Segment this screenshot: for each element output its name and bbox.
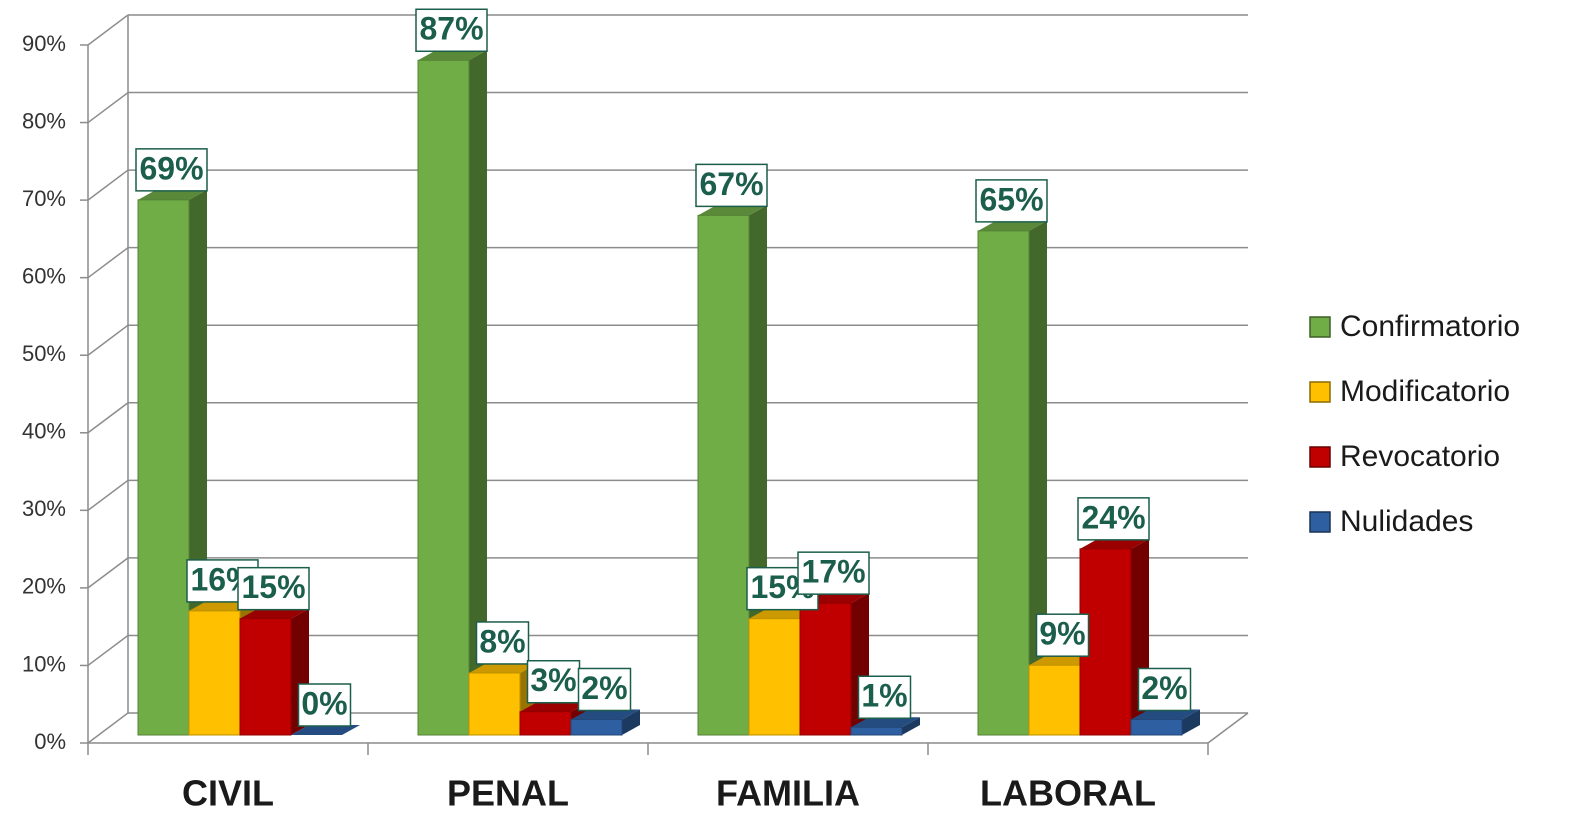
bar <box>1130 709 1200 736</box>
bar-top <box>1131 709 1200 720</box>
bar-top <box>851 717 920 728</box>
value-label-box <box>695 163 768 208</box>
bar-side <box>902 717 920 735</box>
value-label: 67% <box>699 166 763 202</box>
legend-label: Confirmatorio <box>1340 310 1520 343</box>
value-label-box <box>297 683 352 727</box>
bar-top <box>291 725 360 735</box>
value-label-box <box>1137 667 1192 712</box>
bar-front <box>697 214 750 736</box>
bar-front <box>977 230 1030 736</box>
y-tick-label: 90% <box>22 31 66 56</box>
legend-label: Modificatorio <box>1340 375 1510 408</box>
bar-front <box>468 672 521 736</box>
bar <box>570 709 640 736</box>
value-label: 3% <box>530 662 576 698</box>
bar-front <box>137 199 190 736</box>
grid-line <box>87 634 129 667</box>
bar-top <box>138 189 207 200</box>
x-tick-label: CIVIL <box>182 773 274 814</box>
value-label: 24% <box>1081 499 1145 535</box>
grid-line <box>87 402 129 434</box>
value-label: 9% <box>1039 616 1085 652</box>
value-label-box <box>135 148 208 192</box>
y-tick-label: 30% <box>22 496 66 521</box>
bar-top <box>698 205 767 216</box>
legend-swatch <box>1309 316 1331 338</box>
bar <box>291 725 360 735</box>
x-tick-label: PENAL <box>447 773 569 814</box>
grid-line <box>87 479 129 511</box>
bar-top <box>240 608 309 619</box>
y-tick-label: 40% <box>22 419 66 444</box>
bar-top <box>571 709 640 720</box>
bar-side <box>1029 220 1047 735</box>
bar-top <box>1080 538 1149 549</box>
bar-top <box>418 50 487 61</box>
bar-front <box>519 711 572 736</box>
legend-swatch <box>1309 511 1331 533</box>
value-label: 65% <box>979 181 1043 217</box>
value-label-box <box>577 667 632 712</box>
value-label: 0% <box>301 685 347 721</box>
value-label-box <box>1035 613 1090 657</box>
y-tick-label: 50% <box>22 341 66 366</box>
y-tick-label: 10% <box>22 651 66 676</box>
legend-label: Nulidades <box>1340 505 1473 538</box>
value-label-box <box>475 621 530 665</box>
value-label-box <box>415 8 488 53</box>
x-tick-label: LABORAL <box>980 773 1156 814</box>
value-label: 2% <box>1141 670 1187 706</box>
bar-front <box>1028 664 1081 736</box>
legend-label: Revocatorio <box>1340 440 1500 473</box>
value-label-box <box>797 551 870 595</box>
value-label: 8% <box>479 623 525 659</box>
bar-side <box>469 50 487 736</box>
grid-line <box>87 324 129 356</box>
bar-front <box>799 602 852 736</box>
x-tick-label: FAMILIA <box>716 773 860 814</box>
value-label-box <box>975 179 1048 223</box>
value-label: 2% <box>581 670 627 706</box>
bar-front <box>748 618 801 736</box>
bar-top <box>520 701 589 712</box>
value-label: 69% <box>139 150 203 186</box>
value-label-box <box>857 675 912 719</box>
value-label: 1% <box>861 678 907 714</box>
bar-front <box>417 59 470 736</box>
floor-edge <box>1207 712 1249 744</box>
y-tick-label: 70% <box>22 186 66 211</box>
grid-line <box>87 14 129 46</box>
value-label-box <box>237 566 310 611</box>
bar <box>850 717 920 736</box>
bar-top <box>978 220 1047 231</box>
bar-front <box>1130 718 1183 736</box>
value-label: 87% <box>419 11 483 47</box>
bar-top <box>469 662 538 673</box>
legend-swatch <box>1309 381 1331 403</box>
y-tick-label: 0% <box>34 729 66 754</box>
bar-side <box>1182 709 1200 735</box>
y-tick-label: 20% <box>22 574 66 599</box>
bar-front <box>188 610 241 736</box>
bar-front <box>850 726 903 736</box>
bar-front <box>570 718 623 736</box>
grid-line <box>87 91 129 124</box>
bar <box>417 50 487 736</box>
bar <box>977 220 1047 736</box>
bar-side <box>622 709 640 735</box>
value-label-box <box>1077 497 1150 541</box>
grid-line <box>87 712 129 744</box>
legend-swatch <box>1309 446 1331 468</box>
y-tick-label: 60% <box>22 263 66 288</box>
value-label: 15% <box>241 569 305 605</box>
bar-front <box>239 618 292 736</box>
grid-line <box>87 169 129 201</box>
grid-line <box>87 247 129 279</box>
value-label-box <box>526 659 581 704</box>
y-tick-label: 80% <box>22 108 66 133</box>
value-label: 17% <box>801 554 865 590</box>
grid-line <box>87 557 129 589</box>
